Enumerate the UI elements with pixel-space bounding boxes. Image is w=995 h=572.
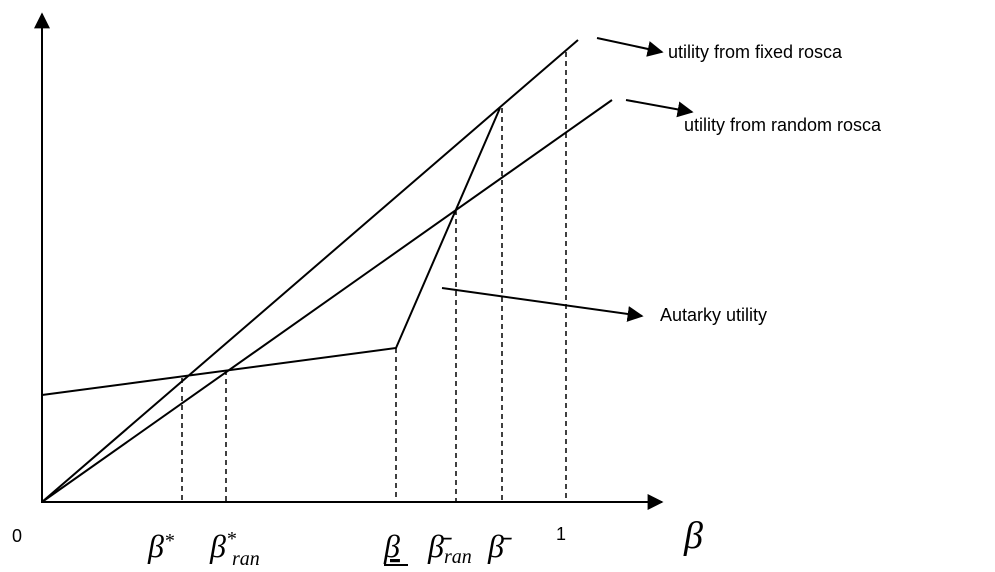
one-label: 1 <box>556 524 566 544</box>
superscript: * <box>164 530 174 552</box>
curve-label: utility from random rosca <box>684 115 882 135</box>
threshold-label: β̄ <box>487 528 512 564</box>
symbol: β̄ <box>487 528 512 564</box>
symbol: β <box>383 528 400 564</box>
curve-label: Autarky utility <box>660 305 767 325</box>
superscript: * <box>226 528 236 550</box>
threshold-label: β̄ran <box>427 528 472 568</box>
threshold-label: β* <box>147 528 174 564</box>
arrow <box>441 287 644 322</box>
threshold-label: β* ran <box>209 528 260 570</box>
subscript: ran <box>444 546 472 568</box>
origin-label: 0 <box>12 526 22 546</box>
fixed-line <box>41 39 579 503</box>
threshold-label: β <box>383 528 400 564</box>
subscript: ran <box>232 548 260 570</box>
symbol: β <box>147 528 164 564</box>
random-line <box>41 99 613 503</box>
curve-label: utility from fixed rosca <box>668 42 843 62</box>
autarky-line <box>41 107 501 396</box>
arrow <box>596 37 664 57</box>
x-axis-label: β <box>683 515 703 557</box>
arrow <box>625 99 694 118</box>
symbol: β <box>209 528 226 564</box>
